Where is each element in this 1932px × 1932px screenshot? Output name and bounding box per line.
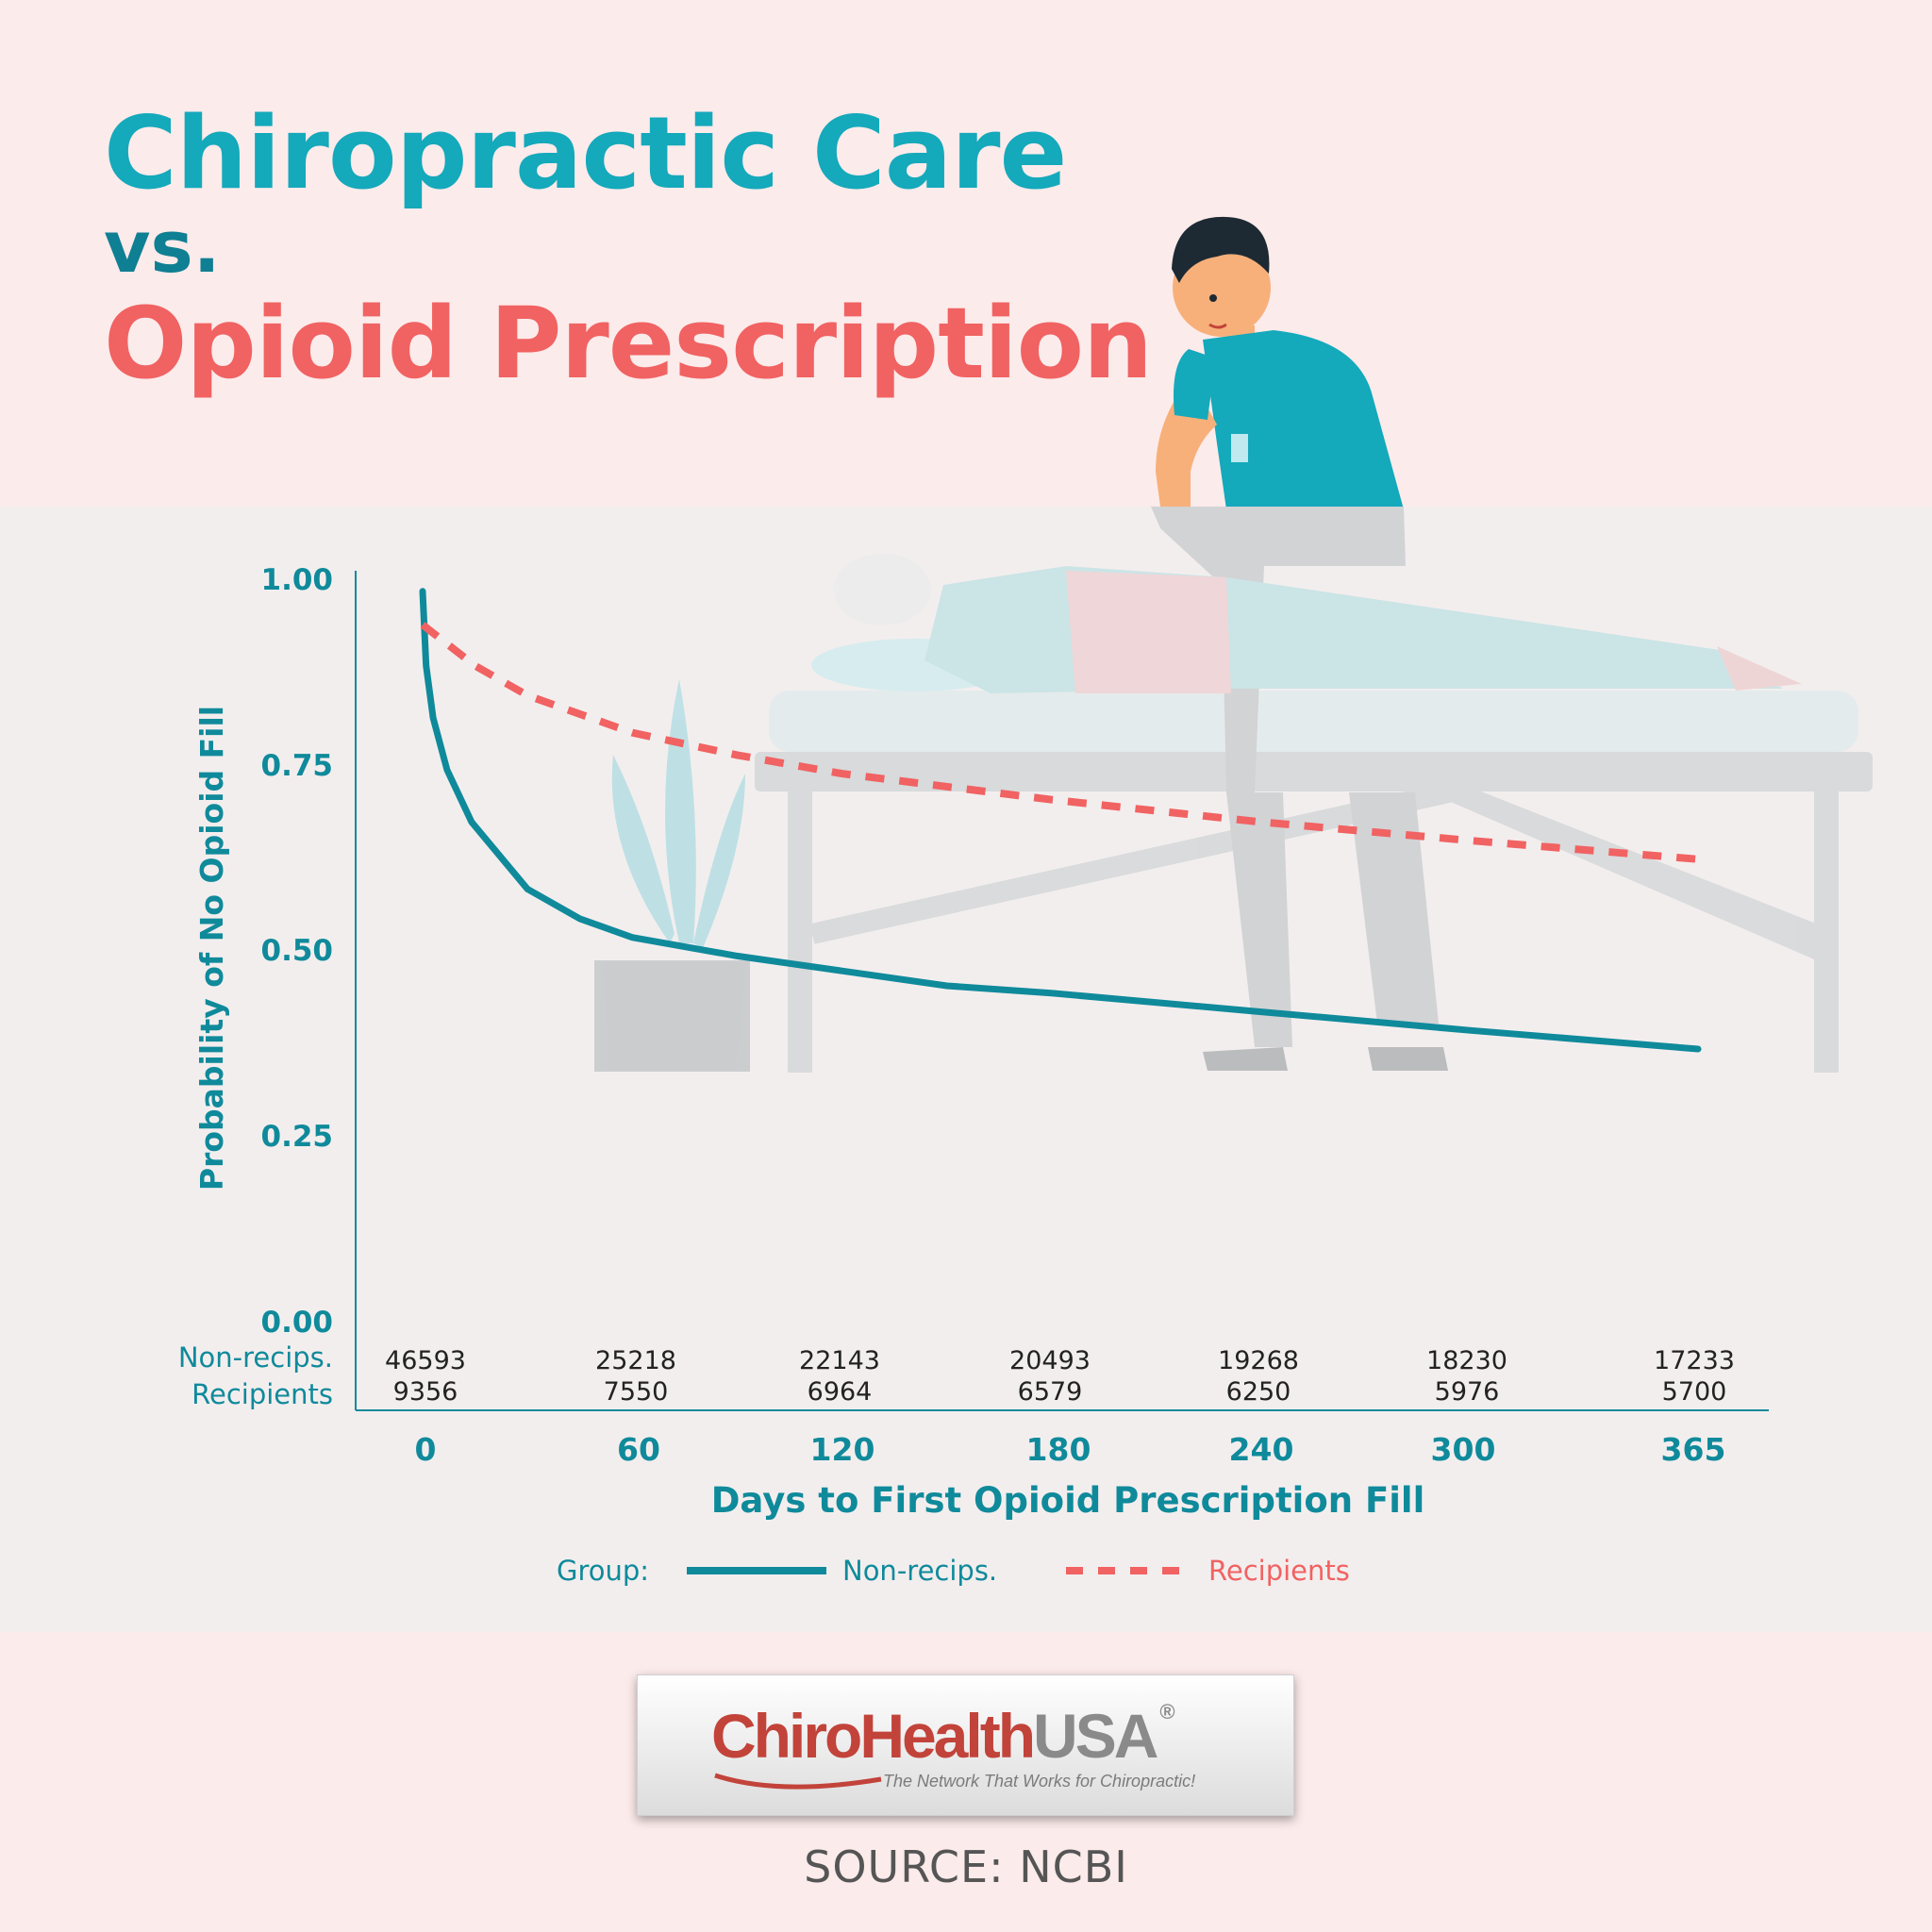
x-tick-label: 60 bbox=[617, 1431, 660, 1468]
series-line-non-recips bbox=[419, 588, 1702, 1053]
y-tick-label: 0.25 bbox=[261, 1120, 334, 1154]
massage-table-illustration bbox=[594, 507, 1873, 1073]
x-axis-title: Days to First Opioid Prescription Fill bbox=[711, 1480, 1425, 1521]
risk-value-non-recips: 19268 bbox=[1218, 1346, 1299, 1375]
risk-value-recipients: 9356 bbox=[393, 1377, 458, 1407]
x-tick-label: 120 bbox=[810, 1431, 875, 1468]
x-tick-label: 0 bbox=[415, 1431, 437, 1468]
risk-row-label-non-recips: Non-recips. bbox=[178, 1341, 333, 1374]
risk-value-non-recips: 17233 bbox=[1654, 1346, 1735, 1375]
x-tick-label: 365 bbox=[1661, 1431, 1726, 1468]
risk-value-recipients: 6964 bbox=[808, 1377, 873, 1407]
legend-title: Group: bbox=[557, 1555, 649, 1587]
x-tick-label: 180 bbox=[1026, 1431, 1091, 1468]
logo-wordmark: ChiroHealthUSA ® bbox=[711, 1700, 1175, 1772]
risk-value-non-recips: 46593 bbox=[385, 1346, 466, 1375]
title-chiropractic-care: Chiropractic Care bbox=[104, 95, 1067, 211]
y-tick-label: 1.00 bbox=[261, 563, 334, 597]
risk-value-non-recips: 18230 bbox=[1426, 1346, 1507, 1375]
logo-brand-part2: USA bbox=[1033, 1701, 1158, 1771]
logo-swoosh-icon bbox=[714, 1773, 882, 1790]
risk-value-recipients: 7550 bbox=[604, 1377, 669, 1407]
risk-value-non-recips: 25218 bbox=[595, 1346, 676, 1375]
legend-label-recipients: Recipients bbox=[1208, 1555, 1350, 1587]
risk-value-non-recips: 22143 bbox=[799, 1346, 880, 1375]
risk-value-non-recips: 20493 bbox=[1009, 1346, 1091, 1375]
y-tick-label: 0.75 bbox=[261, 749, 334, 783]
x-tick-label: 300 bbox=[1431, 1431, 1496, 1468]
legend-label-non-recips: Non-recips. bbox=[842, 1555, 997, 1587]
title-block: Chiropractic Care vs. Opioid Prescriptio… bbox=[104, 95, 1153, 401]
legend: Group: Non-recips. Recipients bbox=[557, 1555, 1350, 1587]
risk-row-label-recipients: Recipients bbox=[192, 1378, 333, 1410]
x-tick-label: 240 bbox=[1229, 1431, 1294, 1468]
chirohealthusa-logo: ChiroHealthUSA ® The Network That Works f… bbox=[637, 1674, 1294, 1816]
logo-tagline: The Network That Works for Chiropractic! bbox=[883, 1772, 1196, 1790]
y-tick-label: 0.50 bbox=[261, 934, 334, 968]
risk-value-recipients: 6579 bbox=[1018, 1377, 1083, 1407]
title-opioid-prescription: Opioid Prescription bbox=[104, 286, 1153, 401]
risk-value-recipients: 5976 bbox=[1435, 1377, 1500, 1407]
risk-value-recipients: 6250 bbox=[1226, 1377, 1291, 1407]
y-tick-label: 0.00 bbox=[261, 1306, 334, 1340]
source-credit: SOURCE: NCBI bbox=[804, 1841, 1128, 1892]
title-vs: vs. bbox=[104, 205, 221, 289]
logo-brand-part1: ChiroHealth bbox=[711, 1701, 1036, 1771]
y-axis-title: Probability of No Opioid Fill bbox=[193, 706, 230, 1191]
risk-value-recipients: 5700 bbox=[1662, 1377, 1727, 1407]
logo-registered-mark: ® bbox=[1159, 1700, 1175, 1724]
